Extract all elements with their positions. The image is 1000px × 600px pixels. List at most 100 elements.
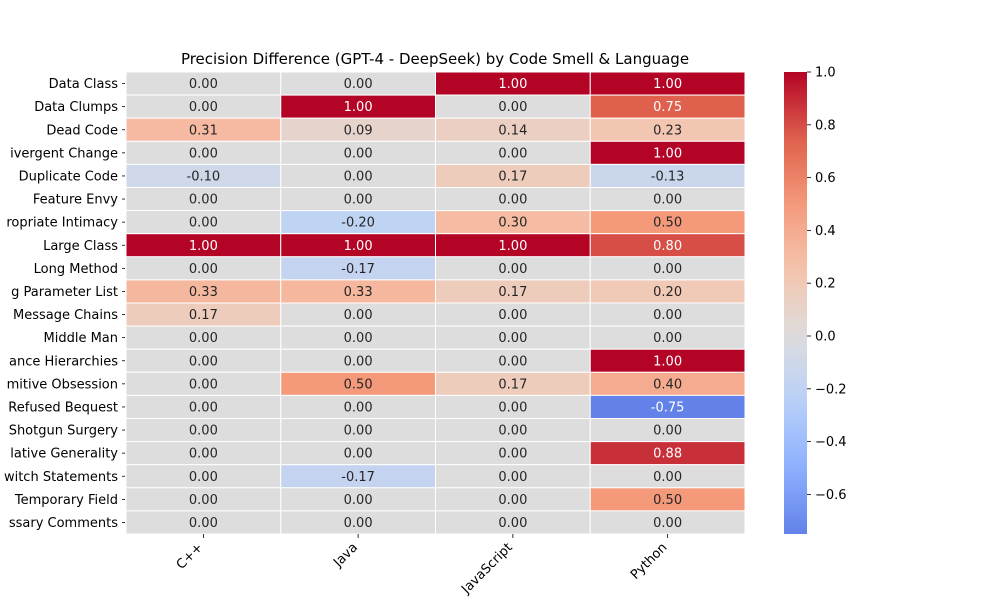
- cell-value-label: 0.17: [498, 377, 527, 392]
- cell-value-label: 0.14: [498, 123, 527, 138]
- y-tick-label: g Parameter List: [11, 285, 118, 300]
- cell-value-label: 0.00: [498, 262, 527, 277]
- cell-value-label: 0.00: [344, 193, 373, 208]
- cell-value-label: 0.00: [189, 77, 218, 92]
- y-tick-label: Shotgun Surgery: [9, 424, 119, 439]
- cell-value-label: 0.00: [498, 516, 527, 531]
- cell-value-label: 0.00: [498, 470, 527, 485]
- colorbar-tick-label: 0.0: [815, 330, 836, 345]
- cell-value-label: 0.33: [189, 285, 218, 300]
- y-tick-label: Large Class: [43, 239, 118, 254]
- cell-value-label: 0.00: [189, 470, 218, 485]
- colorbar-tick-label: 0.6: [815, 171, 836, 186]
- cell-value-label: 0.00: [498, 447, 527, 462]
- colorbar-tick-label: −0.4: [815, 435, 847, 450]
- cell-value-label: 0.00: [189, 262, 218, 277]
- x-tick-label: JavaScript: [458, 540, 515, 597]
- cell-value-label: 0.00: [344, 516, 373, 531]
- cell-value-label: 0.30: [498, 216, 527, 231]
- cell-value-label: 0.31: [189, 123, 218, 138]
- cell-value-label: 0.00: [189, 354, 218, 369]
- colorbar-gradient: [784, 72, 807, 534]
- cell-value-label: -0.10: [187, 169, 221, 184]
- cell-value-label: 0.09: [344, 123, 373, 138]
- cell-value-label: 0.00: [344, 400, 373, 415]
- cell-value-label: 0.00: [653, 308, 682, 323]
- heatmap-cells: [125, 71, 746, 535]
- y-tick-label: Data Clumps: [34, 100, 118, 115]
- y-tick-label: ivergent Change: [10, 146, 118, 161]
- cell-value-label: 0.17: [498, 169, 527, 184]
- cell-value-label: 0.00: [189, 377, 218, 392]
- y-tick-label: ssary Comments: [9, 516, 118, 531]
- cell-value-label: 0.00: [653, 331, 682, 346]
- cell-value-label: 0.80: [653, 239, 682, 254]
- cell-value-label: 0.00: [189, 493, 218, 508]
- cell-value-label: 0.00: [653, 262, 682, 277]
- cell-value-label: 1.00: [653, 77, 682, 92]
- cell-value-label: -0.17: [341, 262, 375, 277]
- y-tick-label: Message Chains: [13, 308, 118, 323]
- cell-value-label: 0.00: [189, 331, 218, 346]
- y-tick-label: mitive Obsession: [7, 377, 118, 392]
- chart-title: Precision Difference (GPT-4 - DeepSeek) …: [181, 50, 689, 68]
- cell-value-label: -0.13: [651, 169, 685, 184]
- cell-value-label: 1.00: [344, 100, 373, 115]
- cell-value-label: 1.00: [344, 239, 373, 254]
- y-tick-label: Refused Bequest: [8, 400, 118, 415]
- y-tick-label: Feature Envy: [33, 193, 118, 208]
- cell-value-label: 0.88: [653, 447, 682, 462]
- cell-value-label: 0.00: [498, 354, 527, 369]
- cell-value-label: 0.00: [344, 354, 373, 369]
- cell-value-label: 0.00: [344, 77, 373, 92]
- y-tick-label: Long Method: [34, 262, 118, 277]
- y-tick-label: witch Statements: [4, 470, 118, 485]
- cell-value-label: 0.00: [189, 447, 218, 462]
- cell-value-label: 0.00: [653, 424, 682, 439]
- cell-value-label: 0.00: [344, 424, 373, 439]
- colorbar-tick-label: 0.2: [815, 277, 836, 292]
- cell-value-label: 0.00: [189, 424, 218, 439]
- cell-value-label: 0.33: [344, 285, 373, 300]
- cell-value-label: 0.00: [344, 146, 373, 161]
- cell-value-label: 0.17: [498, 285, 527, 300]
- x-axis: C++ Java JavaScript Python: [174, 534, 670, 598]
- y-tick-label: Dead Code: [46, 123, 118, 138]
- cell-value-label: 0.50: [344, 377, 373, 392]
- cell-value-label: 0.00: [189, 146, 218, 161]
- cell-value-label: 0.00: [344, 308, 373, 323]
- y-tick-label: Data Class: [49, 77, 119, 92]
- cell-value-label: 1.00: [189, 239, 218, 254]
- colorbar-tick-label: 0.8: [815, 118, 836, 133]
- cell-value-label: -0.75: [651, 400, 685, 415]
- cell-value-label: 0.75: [653, 100, 682, 115]
- cell-value-label: 0.00: [653, 516, 682, 531]
- cell-value-label: 0.00: [189, 516, 218, 531]
- cell-value-label: 0.40: [653, 377, 682, 392]
- y-tick-label: lative Generality: [10, 447, 118, 462]
- cell-value-label: 0.00: [344, 331, 373, 346]
- cell-value-label: 0.00: [653, 193, 682, 208]
- cell-value-label: 0.00: [344, 493, 373, 508]
- y-tick-label: ropriate Intimacy: [6, 216, 118, 231]
- cell-value-label: 0.00: [498, 146, 527, 161]
- colorbar: 1.0 0.8 0.6 0.4 0.2 0.0 −0.2 −0.4 −0.6: [784, 66, 847, 534]
- y-tick-label: Duplicate Code: [19, 169, 118, 184]
- cell-value-label: 0.00: [498, 424, 527, 439]
- colorbar-tick-label: −0.2: [815, 382, 847, 397]
- colorbar-tick-label: 1.0: [815, 66, 836, 81]
- cell-value-label: 0.17: [189, 308, 218, 323]
- cell-value-label: 0.00: [189, 100, 218, 115]
- cell-value-label: 0.00: [498, 493, 527, 508]
- cell-value-label: 0.00: [653, 470, 682, 485]
- y-tick-label: Middle Man: [44, 331, 119, 346]
- y-axis: Data Class Data Clumps Dead Code ivergent C…: [4, 77, 125, 531]
- cell-value-label: 0.00: [498, 331, 527, 346]
- y-tick-label: Temporary Field: [14, 493, 118, 508]
- cell-value-label: 1.00: [653, 354, 682, 369]
- cell-value-label: 0.00: [498, 193, 527, 208]
- colorbar-tick-label: −0.6: [815, 488, 847, 503]
- cell-value-label: -0.17: [341, 470, 375, 485]
- cell-value-label: 1.00: [653, 146, 682, 161]
